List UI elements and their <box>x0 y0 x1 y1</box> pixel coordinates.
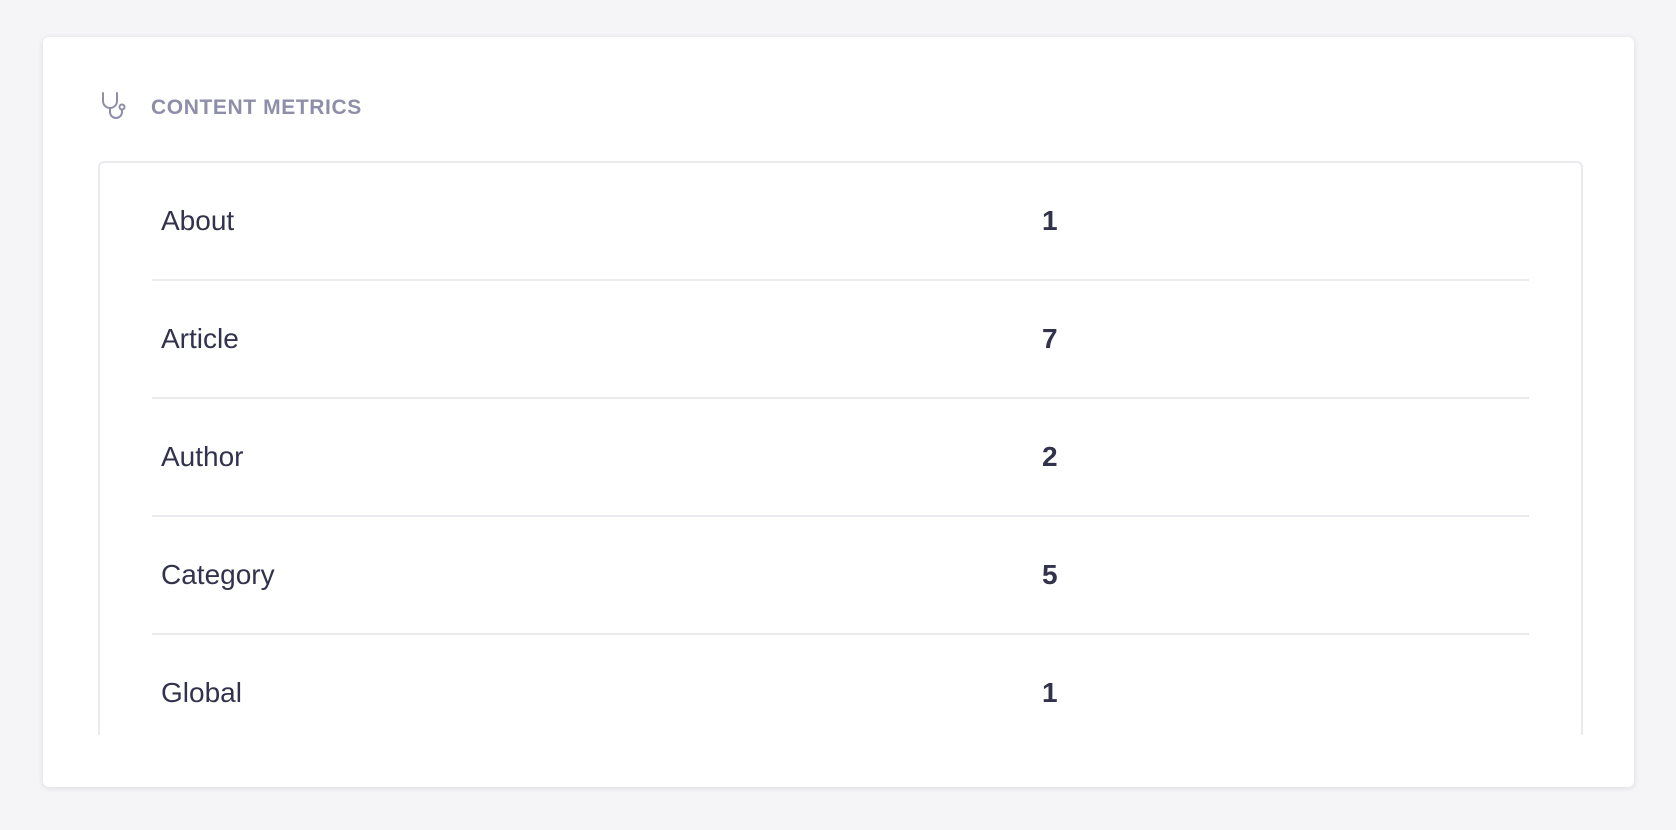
metric-label: Global <box>161 677 242 708</box>
metric-value: 7 <box>1042 323 1058 354</box>
metric-label: Category <box>161 559 275 590</box>
card-title: CONTENT METRICS <box>151 96 362 119</box>
metric-label: Article <box>161 323 239 354</box>
metric-value: 5 <box>1042 559 1058 590</box>
metric-value: 1 <box>1042 677 1058 708</box>
metric-value: 2 <box>1042 441 1058 472</box>
card-header: CONTENT METRICS <box>99 91 362 123</box>
metric-row: Article 7 <box>152 281 1529 399</box>
stethoscope-icon <box>99 90 131 127</box>
metric-row: About 1 <box>152 163 1529 281</box>
content-metrics-card: CONTENT METRICS About 1 Article 7 Author… <box>43 37 1634 787</box>
metric-row: Category 5 <box>152 517 1529 635</box>
metric-row: Global 1 <box>152 635 1529 735</box>
metric-label: About <box>161 205 235 236</box>
metric-value: 1 <box>1042 205 1058 236</box>
metric-label: Author <box>161 441 244 472</box>
metric-row: Author 2 <box>152 399 1529 517</box>
metrics-table: About 1 Article 7 Author 2 Category 5 Gl… <box>98 161 1583 735</box>
